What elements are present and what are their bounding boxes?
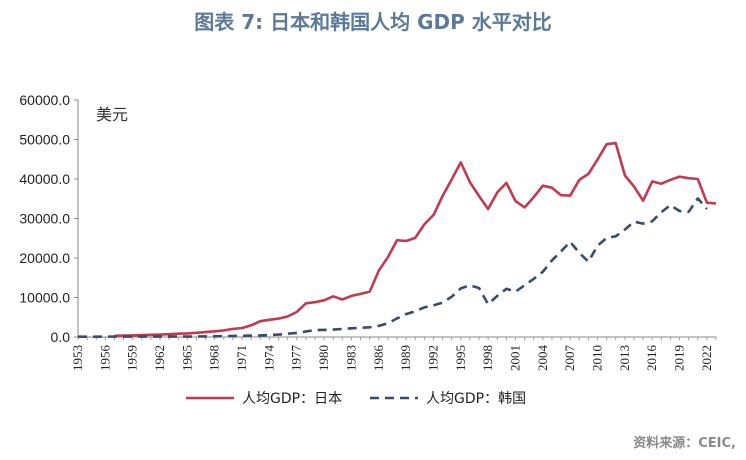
x-tick-label: 1995 [453, 345, 468, 371]
y-unit-label: 美元 [96, 105, 128, 124]
x-tick-label: 2016 [644, 345, 659, 372]
x-tick-label: 1992 [425, 345, 440, 371]
x-tick-label: 1998 [480, 345, 495, 371]
x-tick-label: 1959 [125, 345, 140, 371]
x-tick-label: 1977 [289, 345, 304, 372]
x-tick-label: 1983 [343, 345, 358, 371]
x-tick-label: 1971 [234, 345, 249, 371]
x-tick-label: 1956 [97, 345, 112, 372]
legend-label-1: 人均GDP：日本 [242, 391, 342, 407]
x-tick-label: 2010 [590, 345, 605, 371]
x-tick-label: 1989 [398, 345, 413, 371]
x-tick-label: 1986 [371, 345, 386, 372]
x-tick-label: 1965 [179, 345, 194, 371]
y-tick-label: 40000.0 [19, 171, 70, 187]
x-tick-label: 2004 [535, 345, 550, 372]
x-tick-label: 1953 [70, 345, 85, 371]
legend-label-2: 人均GDP：韩国 [426, 391, 526, 407]
x-tick-label: 2019 [672, 345, 687, 371]
y-tick-label: 10000.0 [19, 290, 70, 306]
y-tick-label: 0.0 [51, 329, 71, 345]
x-tick-label: 1974 [261, 345, 276, 372]
x-tick-label: 2013 [617, 345, 632, 371]
x-tick-label: 2007 [562, 345, 577, 372]
chart-title: 图表 7: 日本和韩国人均 GDP 水平对比 [194, 10, 552, 34]
x-tick-label: 1968 [207, 345, 222, 371]
series-line-1 [114, 141, 717, 338]
y-tick-label: 20000.0 [19, 250, 70, 266]
source-note: 资料来源：CEIC, [633, 436, 736, 451]
x-tick-label: 2022 [699, 345, 714, 371]
x-tick-label: 1980 [316, 345, 331, 371]
y-tick-label: 30000.0 [19, 211, 70, 227]
y-tick-label: 50000.0 [19, 132, 70, 148]
series-line-2 [78, 197, 708, 339]
x-tick-label: 1962 [152, 345, 167, 371]
x-tick-label: 2001 [507, 345, 522, 371]
y-tick-label: 60000.0 [19, 92, 70, 108]
